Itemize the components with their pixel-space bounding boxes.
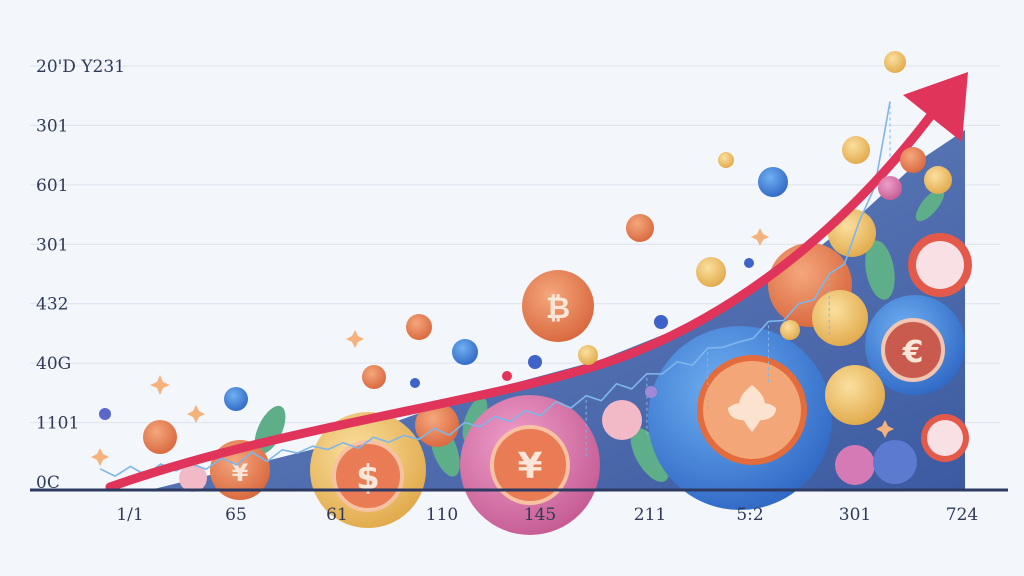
gold-dollar-coin-icon: $ xyxy=(310,412,426,528)
y-tick-label: 301 xyxy=(36,235,68,255)
blue-flower-coin-icon xyxy=(648,326,832,510)
grid-lines xyxy=(30,65,1000,424)
x-tick-label: 145 xyxy=(524,505,556,525)
x-tick-label: 65 xyxy=(225,505,247,525)
y-tick-label: 20'D Y231 xyxy=(36,57,125,77)
y-tick-label: 1101 xyxy=(36,414,79,434)
y-tick-label: 432 xyxy=(36,295,68,315)
sparkle-icons xyxy=(91,228,894,466)
svg-text:¥: ¥ xyxy=(517,446,542,487)
x-tick-label: 724 xyxy=(946,505,978,525)
series-line-path xyxy=(99,101,891,478)
y-tick-label: 301 xyxy=(36,116,68,136)
y-axis-ticks: 0C 1101 40G 432 301 601 301 20'D Y231 xyxy=(36,57,125,493)
trend-arrow-head-icon xyxy=(903,72,968,142)
svg-text:$: $ xyxy=(356,458,380,498)
x-tick-label: 301 xyxy=(839,505,871,525)
blue-euro-coin-icon: € xyxy=(865,295,965,395)
trend-arrow-shaft xyxy=(105,105,940,492)
x-tick-label: 110 xyxy=(426,505,458,525)
x-tick-label: 5:2 xyxy=(736,505,763,525)
bitcoin-coin-icon: ₿ xyxy=(522,270,594,342)
floating-coin-icons: ₿ xyxy=(99,51,952,454)
coin-hill-illustration: ¥ $ € ¥ xyxy=(150,130,972,535)
x-tick-label: 1/1 xyxy=(116,505,143,525)
x-tick-label: 61 xyxy=(326,505,348,525)
x-tick-label: 211 xyxy=(634,505,666,525)
svg-text:₿: ₿ xyxy=(546,291,570,326)
y-tick-label: 0C xyxy=(36,473,60,493)
y-tick-label: 40G xyxy=(36,354,71,374)
series-line xyxy=(99,101,891,478)
trend-arrow xyxy=(105,72,968,492)
x-axis-ticks: 1/1 65 61 110 145 211 5:2 301 724 xyxy=(116,505,978,525)
svg-text:¥: ¥ xyxy=(232,459,249,487)
svg-text:€: € xyxy=(902,335,924,370)
flower-icons xyxy=(179,233,972,492)
y-tick-label: 601 xyxy=(36,176,68,196)
pink-yen-coin-icon: ¥ xyxy=(460,395,600,535)
